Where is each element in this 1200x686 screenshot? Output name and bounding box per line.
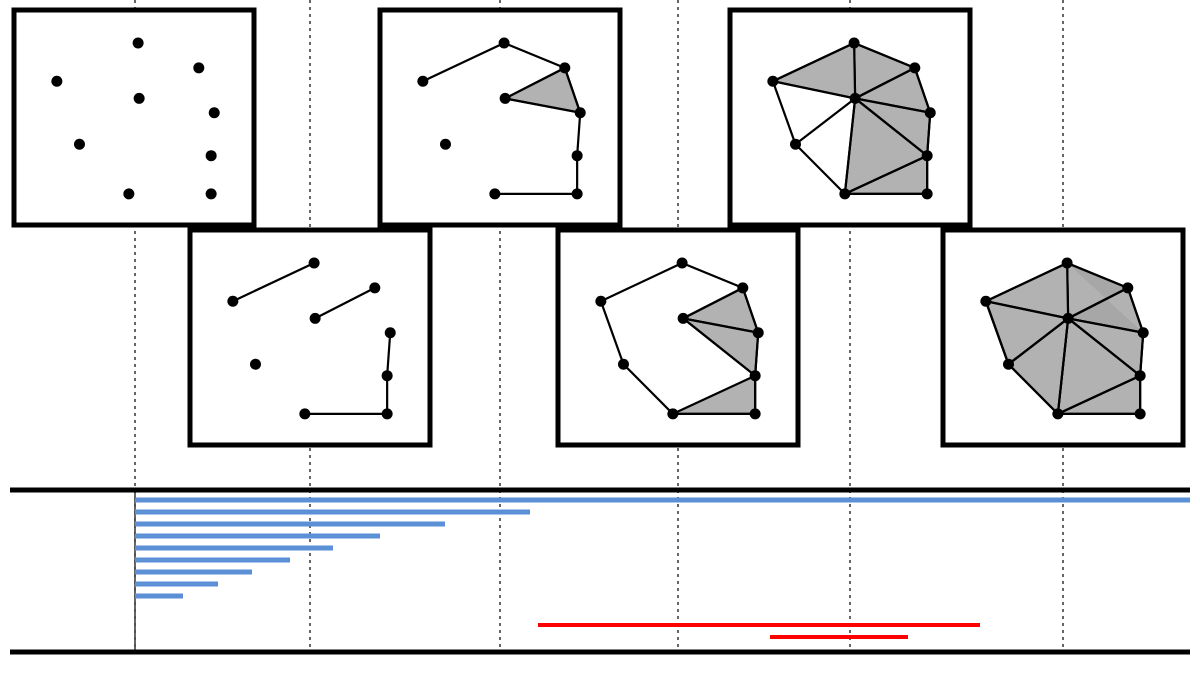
simplex-0 bbox=[750, 370, 761, 381]
panel-bottom-1 bbox=[558, 230, 798, 445]
panel-top-2 bbox=[730, 10, 970, 225]
simplex-0 bbox=[925, 107, 936, 118]
simplex-0 bbox=[839, 188, 850, 199]
simplex-0 bbox=[575, 107, 586, 118]
simplex-0 bbox=[750, 408, 761, 419]
simplex-0 bbox=[667, 408, 678, 419]
simplex-0 bbox=[1052, 408, 1063, 419]
simplex-0 bbox=[922, 150, 933, 161]
simplex-0 bbox=[134, 93, 145, 104]
simplex-0 bbox=[369, 282, 380, 293]
filtration-figure bbox=[0, 0, 1200, 686]
simplex-0 bbox=[595, 296, 606, 307]
simplex-0 bbox=[572, 150, 583, 161]
simplex-0 bbox=[500, 93, 511, 104]
simplex-0 bbox=[1122, 282, 1133, 293]
simplex-0 bbox=[572, 188, 583, 199]
simplex-0 bbox=[1063, 313, 1074, 324]
simplex-0 bbox=[1138, 327, 1149, 338]
simplex-0 bbox=[206, 188, 217, 199]
simplex-0 bbox=[385, 327, 396, 338]
simplex-0 bbox=[382, 370, 393, 381]
simplex-0 bbox=[206, 150, 217, 161]
simplex-0 bbox=[382, 408, 393, 419]
simplex-0 bbox=[1003, 359, 1014, 370]
simplex-0 bbox=[678, 313, 689, 324]
simplex-0 bbox=[753, 327, 764, 338]
simplex-0 bbox=[250, 359, 261, 370]
simplex-0 bbox=[310, 313, 321, 324]
simplex-0 bbox=[850, 93, 861, 104]
simplex-0 bbox=[489, 188, 500, 199]
simplex-0 bbox=[51, 76, 62, 87]
simplex-0 bbox=[980, 296, 991, 307]
simplex-0 bbox=[440, 139, 451, 150]
simplex-0 bbox=[677, 258, 688, 269]
simplex-0 bbox=[193, 62, 204, 73]
simplex-0 bbox=[922, 188, 933, 199]
simplex-0 bbox=[417, 76, 428, 87]
simplex-0 bbox=[909, 62, 920, 73]
simplex-0 bbox=[618, 359, 629, 370]
panel-bottom-2 bbox=[943, 230, 1183, 445]
simplex-0 bbox=[499, 38, 510, 49]
simplex-0 bbox=[1062, 258, 1073, 269]
simplex-0 bbox=[1135, 370, 1146, 381]
simplex-0 bbox=[849, 38, 860, 49]
simplex-0 bbox=[74, 139, 85, 150]
simplex-0 bbox=[790, 139, 801, 150]
panel-top-1 bbox=[380, 10, 620, 225]
simplex-0 bbox=[737, 282, 748, 293]
simplex-0 bbox=[227, 296, 238, 307]
simplex-0 bbox=[123, 188, 134, 199]
simplex-0 bbox=[767, 76, 778, 87]
simplex-0 bbox=[309, 258, 320, 269]
panel-top-0 bbox=[14, 10, 254, 225]
simplex-0 bbox=[133, 38, 144, 49]
panel-bottom-0 bbox=[190, 230, 430, 445]
simplex-0 bbox=[559, 62, 570, 73]
simplex-0 bbox=[209, 107, 220, 118]
simplex-0 bbox=[299, 408, 310, 419]
simplex-0 bbox=[1135, 408, 1146, 419]
